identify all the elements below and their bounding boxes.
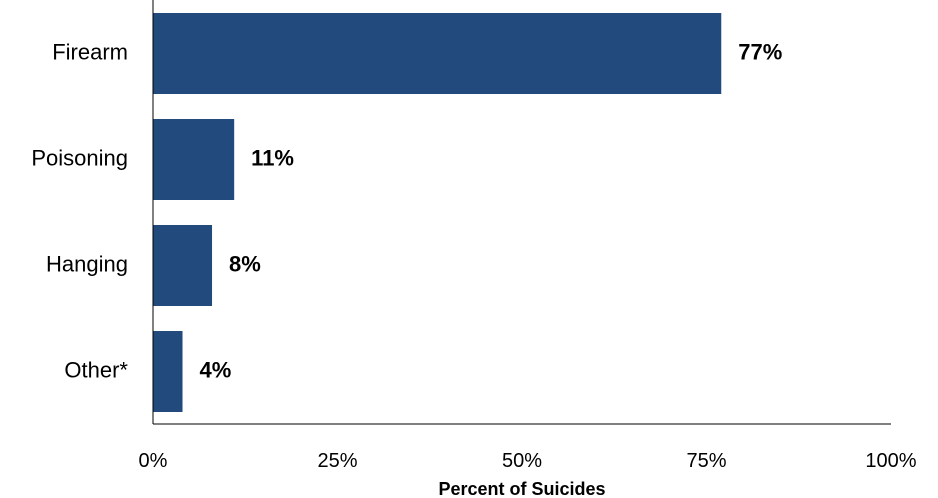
category-label-firearm: Firearm <box>52 39 128 64</box>
data-label-firearm: 77% <box>738 39 782 64</box>
x-tick-labels: 0% 25% 50% 75% 100% <box>139 450 917 472</box>
bar-other <box>153 331 183 412</box>
bar-poisoning <box>153 119 235 200</box>
bar-hanging <box>153 225 213 306</box>
category-label-hanging: Hanging <box>46 251 128 276</box>
data-label-hanging: 8% <box>229 251 261 276</box>
x-axis-title: Percent of Suicides <box>438 479 605 498</box>
bars-group <box>153 13 722 412</box>
data-label-poisoning: 11% <box>251 145 294 170</box>
x-tick-label: 25% <box>317 450 357 472</box>
category-label-poisoning: Poisoning <box>31 145 128 170</box>
data-labels: 77% 11% 8% 4% <box>200 39 783 382</box>
data-label-other: 4% <box>200 357 232 382</box>
category-labels: Firearm Poisoning Hanging Other* <box>31 39 128 382</box>
category-label-other: Other* <box>64 357 128 382</box>
x-tick-label: 0% <box>139 450 168 472</box>
x-tick-label: 50% <box>502 450 542 472</box>
x-tick-label: 75% <box>686 450 726 472</box>
bar-firearm <box>153 13 722 94</box>
x-tick-label: 100% <box>865 450 916 472</box>
